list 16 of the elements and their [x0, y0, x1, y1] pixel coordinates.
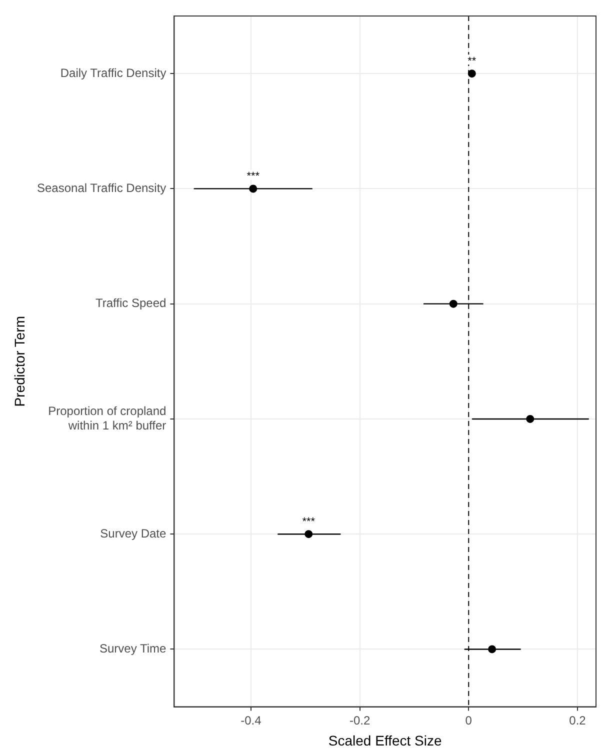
- point: [468, 70, 476, 78]
- annotation: ***: [302, 516, 316, 528]
- x-tick-label: 0: [465, 713, 472, 728]
- y-tick-label: Survey Time: [100, 642, 167, 656]
- x-tick-label: -0.4: [240, 713, 262, 728]
- annotation: ***: [246, 170, 260, 183]
- x-axis-title: Scaled Effect Size: [328, 732, 442, 748]
- y-tick-label: Traffic Speed: [95, 296, 166, 310]
- annotation: **: [468, 56, 477, 68]
- x-tick-label: 0.2: [569, 713, 586, 728]
- y-tick-label: Survey Date: [100, 526, 167, 540]
- y-tick-label: Proportion of cropland within 1 km² buffer: [48, 404, 166, 432]
- y-tick-label: Daily Traffic Density: [60, 66, 166, 80]
- y-tick-label: Seasonal Traffic Density: [37, 181, 166, 196]
- x-tick-label: -0.2: [349, 713, 370, 728]
- y-axis-title: Predictor Term: [11, 316, 28, 407]
